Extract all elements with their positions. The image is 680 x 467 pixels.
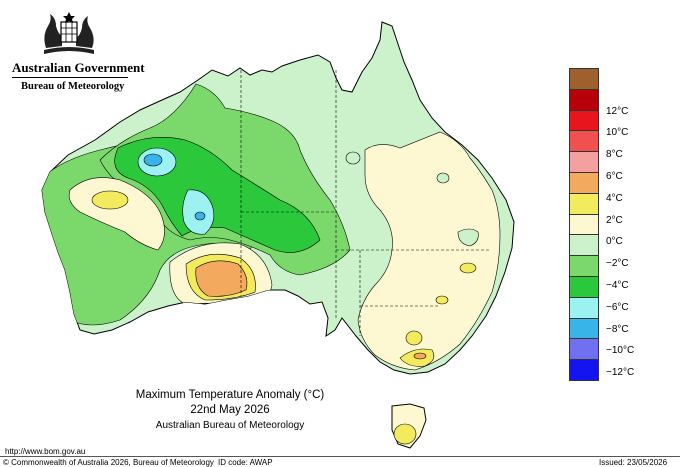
legend-label: 10°C: [606, 127, 629, 139]
footer-issued: Issued: 23/05/2026: [599, 458, 668, 467]
legend-swatch: [569, 171, 599, 194]
legend-swatch: [569, 109, 599, 132]
legend-swatch: [569, 151, 599, 173]
color-legend: [569, 68, 599, 381]
map-date: 22nd May 2026: [190, 404, 270, 416]
legend-swatch: [569, 338, 599, 361]
footer-url[interactable]: http://www.bom.gov.au: [5, 447, 86, 456]
legend-swatch: [569, 296, 599, 319]
temperature-anomaly-map: [41, 21, 515, 449]
legend-label: −6°C: [606, 301, 629, 313]
legend-label: −10°C: [606, 345, 635, 357]
legend-swatch: [569, 192, 599, 215]
legend-label: 4°C: [606, 192, 623, 204]
legend-swatch: [569, 275, 599, 298]
legend-swatch: [569, 234, 599, 257]
legend-label: −8°C: [606, 323, 629, 335]
header-divider: [12, 77, 128, 78]
state-borders: [240, 70, 490, 336]
map-source: Australian Bureau of Meteorology: [155, 420, 305, 431]
legend-label: 12°C: [606, 105, 629, 117]
coat-of-arms-icon: [44, 12, 94, 54]
legend-label: −12°C: [606, 367, 635, 379]
legend-label: 0°C: [606, 236, 623, 248]
anomaly-fill: [41, 21, 515, 449]
legend-label: 2°C: [606, 214, 623, 226]
footer-copyright: © Commonwealth of Australia 2026, Bureau…: [3, 458, 214, 467]
legend-label: 8°C: [606, 149, 623, 161]
legend-label: −4°C: [606, 280, 629, 291]
footer-id-code: ID code: AWAP: [218, 458, 273, 467]
footer-divider: [0, 456, 680, 457]
map-title: Maximum Temperature Anomaly (°C): [135, 389, 325, 401]
legend-swatch: [569, 68, 599, 90]
legend-label: 6°C: [606, 171, 623, 182]
legend-swatch: [569, 255, 599, 277]
bureau-title: Bureau of Meteorology: [21, 81, 125, 92]
legend-swatch: [569, 213, 599, 236]
legend-label: −2°C: [606, 258, 629, 270]
government-title: Australian Government: [12, 60, 145, 75]
legend-swatch: [569, 88, 599, 111]
legend-swatch: [569, 130, 599, 153]
legend-swatch: [569, 317, 599, 340]
legend-swatch: [569, 359, 599, 381]
